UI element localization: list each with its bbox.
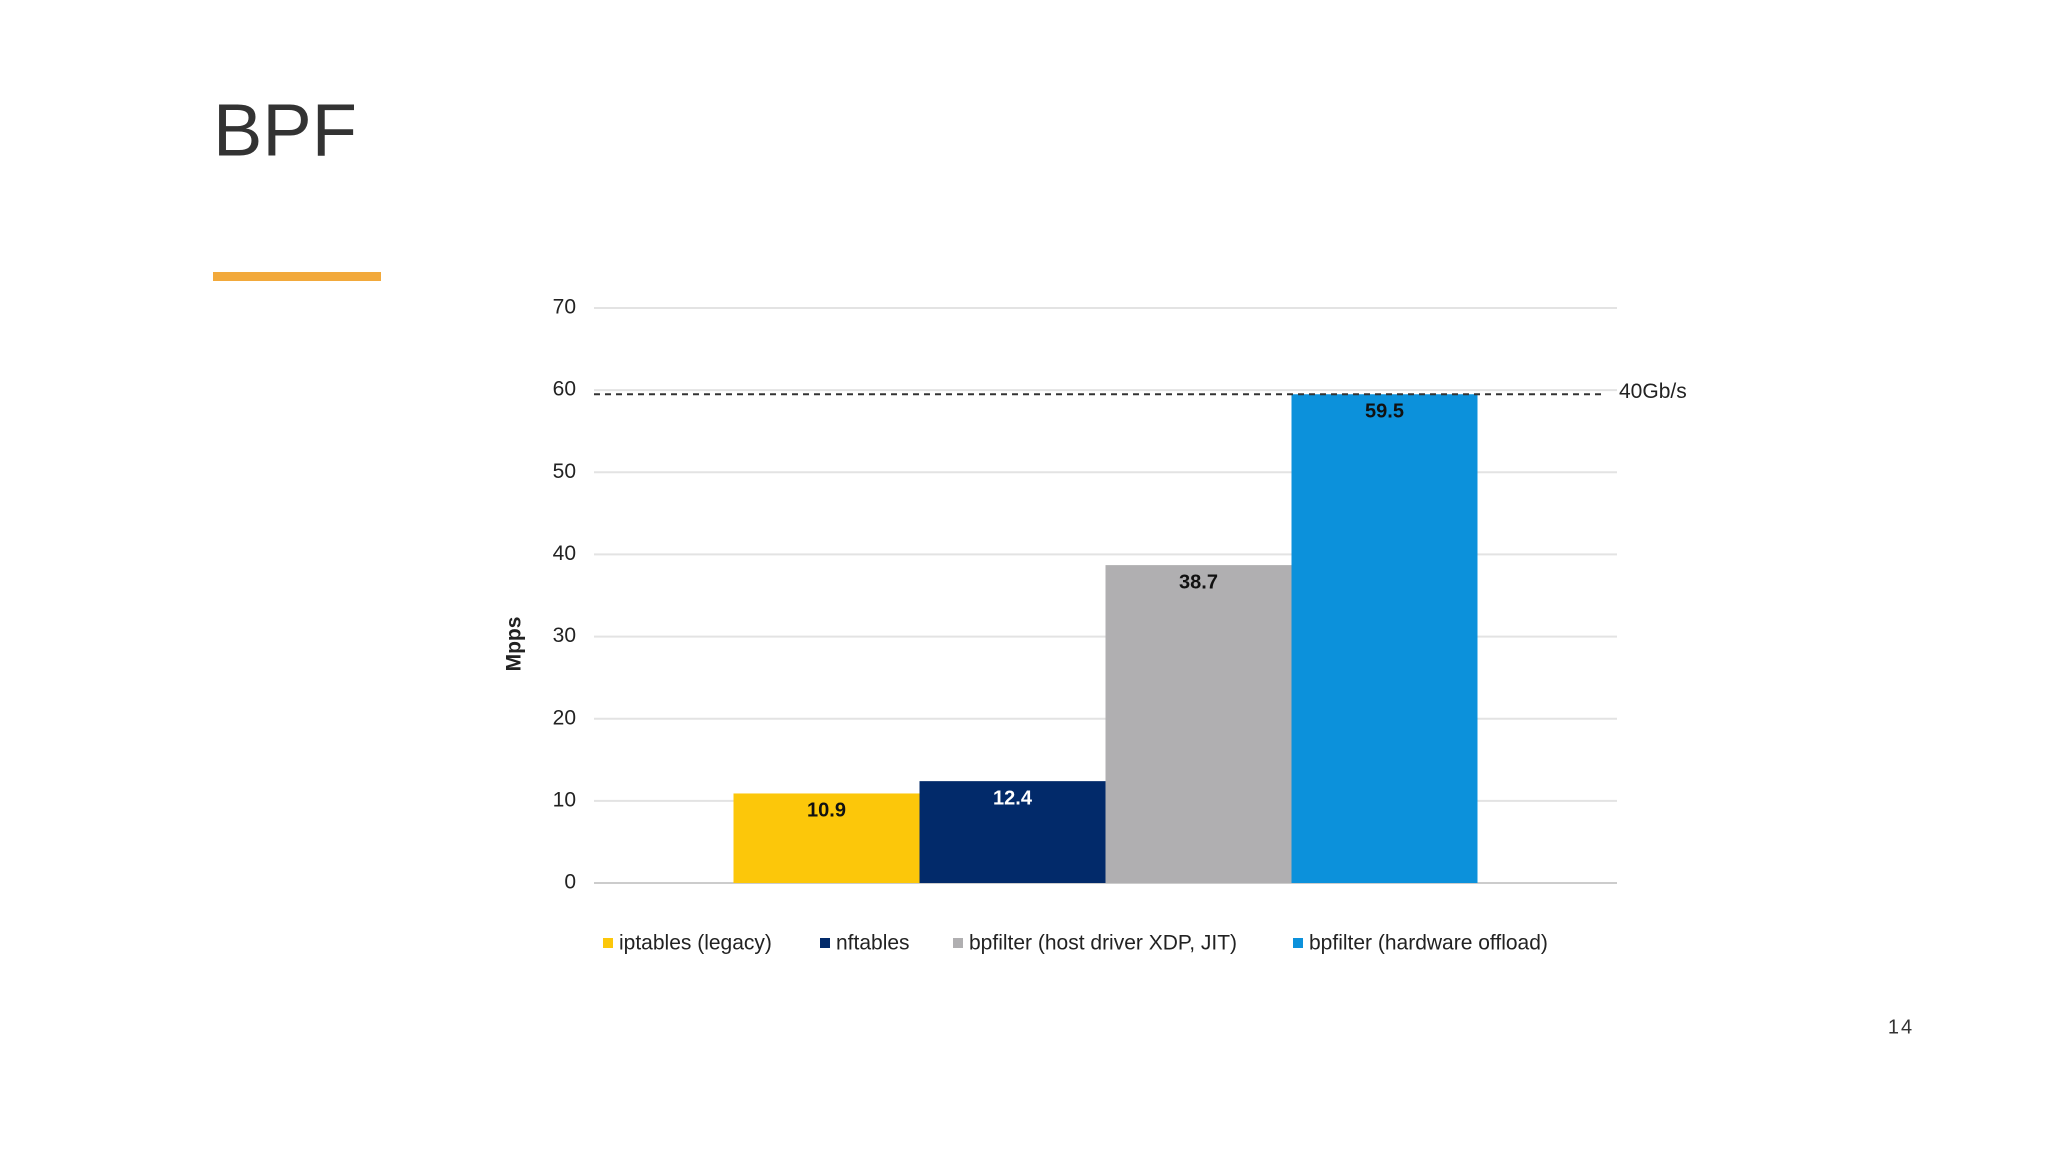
legend-swatch bbox=[820, 938, 830, 948]
bar bbox=[1105, 565, 1292, 883]
y-tick-label: 70 bbox=[553, 296, 576, 319]
y-tick-label: 10 bbox=[553, 788, 576, 811]
legend-swatch bbox=[953, 938, 963, 948]
y-tick-label: 30 bbox=[553, 624, 576, 647]
accent-bar bbox=[213, 272, 381, 281]
data-label: 59.5 bbox=[1365, 401, 1404, 423]
y-axis-label: Mpps bbox=[503, 617, 526, 672]
y-tick-label: 0 bbox=[564, 871, 576, 894]
data-label: 38.7 bbox=[1179, 571, 1218, 593]
bar bbox=[919, 781, 1106, 883]
data-label: 12.4 bbox=[993, 787, 1033, 809]
legend-label: iptables (legacy) bbox=[619, 932, 772, 955]
reference-label: 40Gb/s bbox=[1619, 380, 1687, 403]
legend-swatch bbox=[1293, 938, 1303, 948]
legend-label: nftables bbox=[836, 932, 910, 955]
slide-title: BPF bbox=[213, 89, 357, 172]
legend-label: bpfilter (host driver XDP, JIT) bbox=[969, 932, 1237, 955]
data-label: 10.9 bbox=[807, 800, 846, 822]
legend-label: bpfilter (hardware offload) bbox=[1309, 932, 1548, 955]
page-number: 14 bbox=[1888, 1016, 1914, 1038]
y-tick-label: 20 bbox=[553, 706, 576, 729]
bar bbox=[733, 793, 920, 883]
y-tick-label: 50 bbox=[553, 460, 576, 483]
y-tick-label: 40 bbox=[553, 542, 576, 565]
legend-swatch bbox=[603, 938, 613, 948]
bar bbox=[1291, 394, 1478, 883]
y-tick-label: 60 bbox=[553, 378, 576, 401]
